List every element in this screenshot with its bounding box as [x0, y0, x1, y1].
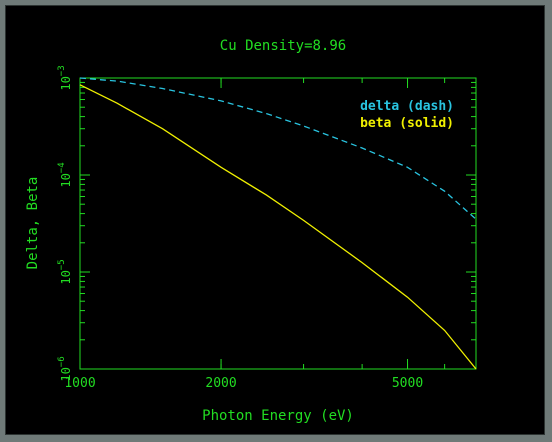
y-axis-label: Delta, Beta: [25, 177, 41, 270]
x-tick-label: 1000: [64, 376, 95, 391]
x-tick-label: 2000: [205, 376, 236, 391]
plot-window: Cu Density=8.96 1000 2000 5000 10−3 10−4 10−…: [5, 5, 545, 435]
series-line-beta: [79, 84, 477, 370]
y-tick-label: 10−5: [57, 259, 73, 284]
line-chart: Cu Density=8.96 1000 2000 5000 10−3 10−4 10−…: [25, 38, 477, 424]
legend-entry-delta: delta (dash): [360, 99, 454, 114]
series-line-delta: [79, 77, 477, 220]
plot-frame: [79, 77, 477, 370]
x-axis-ticks: 1000 2000 5000: [64, 78, 423, 391]
legend: delta (dash) beta (solid): [360, 99, 454, 131]
x-axis-label: Photon Energy (eV): [202, 408, 354, 424]
legend-entry-beta: beta (solid): [360, 116, 454, 131]
series-layer: [79, 77, 477, 370]
y-tick-label: 10−3: [57, 65, 73, 90]
y-tick-label: 10−6: [57, 356, 73, 381]
y-tick-label: 10−4: [57, 162, 73, 187]
x-tick-label: 5000: [392, 376, 423, 391]
chart-title: Cu Density=8.96: [220, 38, 346, 54]
